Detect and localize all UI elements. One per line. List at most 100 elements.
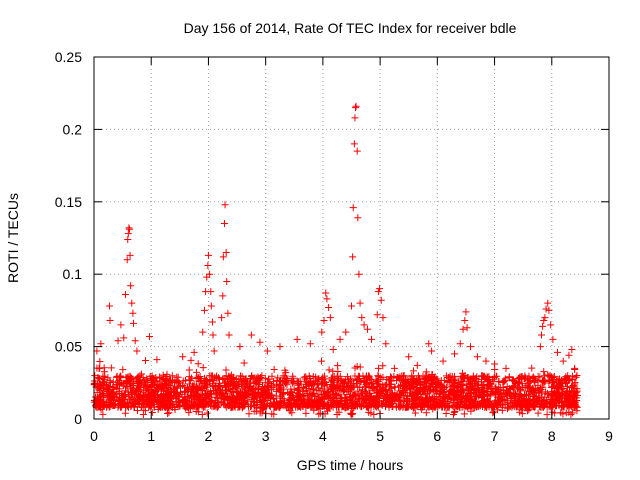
data-point <box>219 253 227 261</box>
data-point <box>461 317 469 325</box>
data-point <box>565 351 573 359</box>
data-point <box>146 332 154 340</box>
data-point <box>373 311 381 319</box>
grid <box>94 57 609 419</box>
data-point <box>559 357 567 365</box>
data-point <box>93 347 101 355</box>
plot-frame <box>93 56 610 420</box>
data-point <box>467 343 475 351</box>
x-tick-label: 2 <box>205 428 213 444</box>
data-point <box>540 317 548 325</box>
data-point <box>225 331 233 339</box>
data-point <box>544 299 552 307</box>
data-point <box>355 270 363 278</box>
data-point <box>129 319 137 327</box>
data-point <box>376 285 384 293</box>
data-point <box>451 350 458 358</box>
data-point <box>129 309 137 317</box>
data-point <box>428 347 436 355</box>
data-point <box>208 318 216 326</box>
data-point <box>293 335 301 343</box>
x-tick-label: 1 <box>147 428 155 444</box>
x-tick-label: 5 <box>376 428 384 444</box>
data-point <box>220 220 228 228</box>
data-point <box>364 325 372 333</box>
data-point <box>131 337 139 345</box>
data-point <box>349 253 357 261</box>
data-point <box>382 340 390 348</box>
data-point <box>425 340 433 348</box>
data-point <box>206 270 214 278</box>
data-point <box>439 357 447 365</box>
data-point <box>573 372 581 380</box>
data-point <box>547 321 555 329</box>
data-point <box>199 328 207 336</box>
data-point <box>390 364 398 372</box>
data-point <box>348 302 355 310</box>
data-point <box>536 343 544 351</box>
data-point <box>123 256 131 264</box>
data-point <box>153 356 161 364</box>
data-point <box>356 299 364 307</box>
data-point <box>124 235 132 243</box>
data-point <box>125 225 133 233</box>
x-axis-label: GPS time / hours <box>297 457 404 473</box>
data-point <box>207 288 215 296</box>
data-point <box>571 364 579 372</box>
data-point <box>96 364 104 372</box>
data-point <box>360 321 368 329</box>
data-point <box>456 340 464 348</box>
data-point <box>351 114 359 122</box>
data-point <box>482 357 490 365</box>
data-point <box>222 248 230 256</box>
data-point <box>114 337 122 345</box>
data-point <box>463 324 471 332</box>
data-point <box>127 282 135 290</box>
data-point <box>322 289 330 297</box>
data-point <box>203 273 211 281</box>
x-tick-label: 3 <box>262 428 270 444</box>
x-tick-label: 7 <box>491 428 499 444</box>
data-point <box>218 314 226 322</box>
data-point <box>204 262 212 270</box>
data-point <box>379 314 387 322</box>
data-point <box>236 343 244 351</box>
data-point <box>554 348 561 356</box>
data-point <box>542 305 550 313</box>
data-point <box>502 364 510 372</box>
data-point <box>325 304 333 312</box>
data-point <box>200 306 208 314</box>
data-point <box>352 102 360 110</box>
y-axis-label: ROTI / TECUs <box>5 193 21 283</box>
data-point <box>368 335 376 343</box>
data-point <box>405 353 413 361</box>
data-point <box>179 353 187 361</box>
data-point <box>545 306 553 314</box>
y-tick-label: 0.1 <box>63 266 83 282</box>
data-point <box>329 345 337 353</box>
data-point <box>247 331 255 339</box>
x-tick-label: 6 <box>433 428 441 444</box>
data-point <box>207 302 215 310</box>
data-point <box>106 317 114 325</box>
x-tick-label: 0 <box>90 428 98 444</box>
data-point <box>105 302 113 310</box>
data-point <box>97 340 105 348</box>
data-point <box>133 347 141 355</box>
data-point <box>462 308 470 316</box>
data-point <box>223 277 231 285</box>
data-point <box>125 224 133 232</box>
data-point <box>326 314 334 322</box>
data-point <box>374 288 382 296</box>
y-tick-label: 0.15 <box>55 194 82 210</box>
data-point <box>549 335 557 343</box>
data-point <box>256 338 264 346</box>
data-point <box>204 251 212 259</box>
data-point <box>263 347 271 355</box>
data-point <box>377 296 385 304</box>
data-point <box>219 292 227 300</box>
axes: 0 1 2 3 4 5 6 7 8 9 0 0.05 0.1 0.15 0.2 0.25 <box>55 49 613 444</box>
y-tick-label: 0 <box>74 411 82 427</box>
data-point <box>320 317 328 325</box>
